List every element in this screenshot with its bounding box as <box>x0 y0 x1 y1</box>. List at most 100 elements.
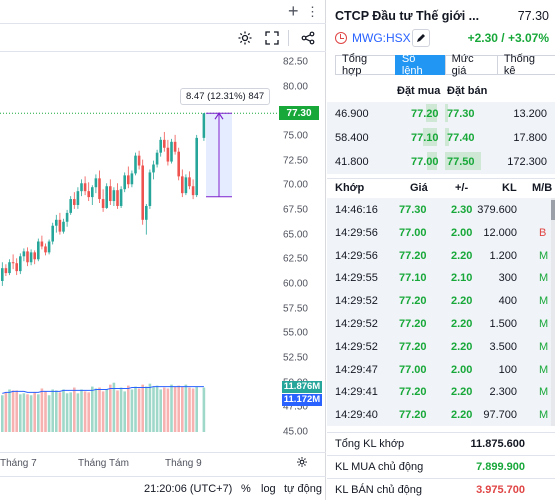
trade-row[interactable]: 14:29:56 77.20 2.20 1.200 M <box>327 244 555 267</box>
candle-body <box>145 205 148 220</box>
candle-body <box>55 219 58 226</box>
summary-row: Tổng KL khớp 11.875.600 <box>327 432 555 454</box>
orderbook-row[interactable]: 46.900 77.20 77.30 13.200 <box>327 102 555 124</box>
trade-change: 2.20 <box>451 249 473 262</box>
volume-bar <box>177 385 180 432</box>
candle-body <box>83 183 87 192</box>
candle-body <box>177 151 180 177</box>
bid-price: 77.10 <box>411 132 439 144</box>
volume-bar <box>137 388 141 432</box>
trade-price: 77.20 <box>399 318 427 330</box>
trade-row[interactable]: 14:29:41 77.20 2.20 2.300 M <box>327 380 555 403</box>
summary-row: KL MUA chủ động 7.899.900 <box>327 455 555 477</box>
candle-body <box>166 147 170 162</box>
add-tab-icon[interactable]: + <box>288 1 299 21</box>
edit-button[interactable] <box>412 29 430 47</box>
trades-list[interactable]: 14:46:16 77.30 2.30 379.600 14:29:56 77.00 2.0… <box>327 198 555 426</box>
volume-tag: 11.876M <box>282 380 322 393</box>
volume-bar <box>33 392 36 432</box>
orderbook: 46.900 77.20 77.30 13.200 58.400 77.10 77.40 17… <box>327 102 555 174</box>
volume-bar <box>94 388 98 432</box>
settings-icon[interactable] <box>236 29 254 47</box>
trades-scroll-thumb[interactable] <box>551 200 555 220</box>
candle-body <box>44 246 47 253</box>
share-icon[interactable] <box>299 29 317 47</box>
price-tick: 47.50 <box>282 401 308 413</box>
trade-row[interactable]: 14:29:47 77.00 2.00 100 M <box>327 358 555 381</box>
toolbar-divider <box>288 30 289 46</box>
more-icon[interactable]: ⋮ <box>306 4 319 19</box>
trades-scrollbar[interactable] <box>551 198 555 426</box>
chart-tabbar: + ⋮ <box>0 0 326 24</box>
volume-bar <box>127 385 130 432</box>
log-toggle[interactable]: log <box>261 483 276 495</box>
time-axis[interactable]: Tháng 7 Tháng Tám Tháng 9 <box>0 452 326 474</box>
trades-header: Khớp Giá +/- KL M/B <box>327 178 555 196</box>
volume-bar <box>58 392 62 432</box>
trade-change: 2.20 <box>451 409 473 422</box>
candle-body <box>80 183 83 192</box>
orderbook-header: Đặt mua Đặt bán <box>327 84 555 100</box>
fullscreen-icon[interactable] <box>263 29 281 47</box>
volume-bar <box>112 382 116 432</box>
bid-price: 77.20 <box>411 108 439 120</box>
symbol-change: +2.30 / +3.07% <box>467 31 549 45</box>
last-price-tag: 77.30 <box>279 106 319 121</box>
ask-price: 77.30 <box>447 108 475 120</box>
price-tick: 60.00 <box>282 278 308 290</box>
candle-body <box>181 176 184 194</box>
volume-bar <box>159 389 162 432</box>
col-time: Khớp <box>335 182 365 194</box>
trade-row[interactable]: 14:46:16 77.30 2.30 379.600 <box>327 198 555 221</box>
trade-row[interactable]: 14:29:55 77.10 2.10 300 M <box>327 266 555 289</box>
trade-volume: 3.500 <box>489 340 517 353</box>
tab-overview[interactable]: Tổng hợp <box>335 53 396 77</box>
tab-price-levels[interactable]: Mức giá <box>444 53 498 77</box>
price-plot[interactable] <box>0 52 282 432</box>
candle-body <box>4 268 8 274</box>
volume-bar <box>98 387 101 432</box>
candle-body <box>130 173 134 185</box>
trade-price: 77.20 <box>399 249 427 262</box>
auto-toggle[interactable]: tự động <box>284 483 322 495</box>
orderbook-row[interactable]: 41.800 77.00 77.50 172.300 <box>327 150 555 172</box>
bid-volume: 46.900 <box>335 108 369 120</box>
trade-volume: 1.200 <box>489 249 517 262</box>
trade-row[interactable]: 14:29:52 77.20 2.20 1.500 M <box>327 312 555 335</box>
volume-bar <box>170 384 173 432</box>
candle-body <box>40 241 44 247</box>
trade-row[interactable]: 14:29:52 77.20 2.20 400 M <box>327 289 555 312</box>
price-tick: 65.00 <box>282 229 308 241</box>
clock-text: 21:20:06 (UTC+7) <box>144 483 233 495</box>
trade-change: 2.30 <box>451 204 473 216</box>
axis-settings-icon[interactable] <box>296 456 308 471</box>
trade-time: 14:29:47 <box>335 363 378 376</box>
symbol-code[interactable]: MWG:HSX <box>352 31 411 45</box>
summary-value: 11.875.600 <box>470 438 525 450</box>
candle-body <box>148 172 152 206</box>
ask-price: 77.40 <box>447 132 475 144</box>
ask-header: Đặt bán <box>447 85 488 97</box>
volume-bar <box>69 392 72 432</box>
volume-bar <box>44 391 47 432</box>
trade-row[interactable]: 14:29:52 77.20 2.20 3.500 M <box>327 335 555 358</box>
tab-orderbook[interactable]: Sổ lệnh <box>394 53 446 77</box>
orderbook-row[interactable]: 58.400 77.10 77.40 17.800 <box>327 126 555 148</box>
trade-row[interactable]: 14:29:56 77.00 2.00 12.000 B <box>327 221 555 244</box>
candle-body <box>98 178 101 200</box>
volume-bar <box>195 386 198 432</box>
trade-time: 14:46:16 <box>335 204 378 216</box>
volume-bar <box>47 395 51 432</box>
volume-bar <box>116 390 119 432</box>
percent-toggle[interactable]: % <box>241 483 251 495</box>
bid-header: Đặt mua <box>397 85 441 97</box>
tab-statistics[interactable]: Thống kê <box>496 53 555 77</box>
trade-row[interactable]: 14:29:40 77.20 2.20 97.700 M <box>327 403 555 426</box>
volume-bar <box>37 394 40 432</box>
volume-bar <box>148 383 152 432</box>
trade-change: 2.20 <box>451 340 473 353</box>
candle-body <box>91 187 94 198</box>
chart-toolbar <box>0 24 326 52</box>
candle-body <box>116 190 119 206</box>
